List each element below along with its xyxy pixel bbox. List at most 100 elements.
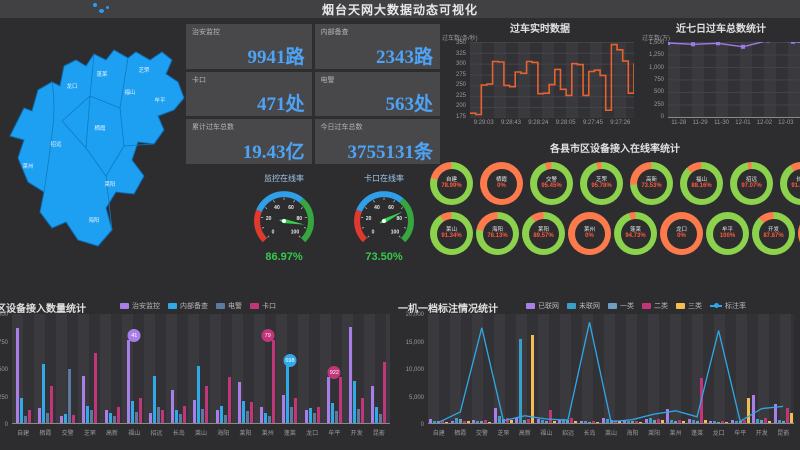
x-tick: 牟平 [734, 431, 747, 437]
x-tick: 龙口 [306, 431, 319, 437]
bar-卡口 [138, 397, 142, 423]
y-tick: 1,250 [648, 52, 664, 59]
bar-一类 [587, 421, 591, 423]
x-tick: 芝罘 [83, 431, 96, 437]
stat-card: 今日过车总数 3755131条 [314, 119, 440, 164]
donut-hole: 自建 78.99% [436, 168, 467, 199]
bar-三类 [595, 421, 599, 423]
bar-三类 [682, 421, 686, 423]
legend-swatch [168, 303, 177, 309]
x-tick: 招远 [150, 431, 163, 437]
legend-line-swatch [710, 303, 722, 308]
donut-region-label: 开发 [767, 227, 779, 234]
online-rate-row-1: 自建 78.99% 栖霞 0% 交警 95.45% 芝罘 95.78% 高新 73.53% 福山 88… [430, 162, 800, 205]
archive-x-ticks: 自建 栖霞 交警 芝罘 高新 福山 招远 长岛 莱山 海阳 莱阳 莱州 蓬莱 龙口 牟平 开发 昆嵛 [428, 428, 794, 437]
donut-龙口: 龙口 0% [660, 212, 703, 255]
bar-未联网 [691, 420, 695, 423]
realtime-chart-title: 过车实时数据 [510, 24, 570, 35]
weekly-y-axis-label: 过车数(万) [642, 36, 670, 42]
legend-item-三类: 三类 [676, 301, 702, 311]
y-tick: 1,500 [648, 40, 664, 46]
donut-percent-value: 88.16% [691, 183, 712, 190]
bar-治安监控 [126, 340, 130, 423]
weekly-x-ticks: 11-28 11-29 11-30 12-01 12-02 12-0312-04 [668, 120, 800, 126]
stat-value: 563处 [385, 94, 433, 116]
x-tick: 昆嵛 [777, 431, 790, 437]
bar-治安监控 [371, 385, 375, 423]
svg-text:100: 100 [291, 230, 300, 236]
bar-二类 [462, 420, 466, 423]
legend-swatch [608, 303, 617, 309]
bar-已联网 [687, 418, 691, 423]
bar-已联网 [730, 419, 734, 423]
bar-已联网 [558, 419, 562, 423]
donut-percent-value: 0% [497, 183, 506, 190]
x-tick: 自建 [17, 431, 30, 437]
x-tick: 芝罘 [497, 431, 510, 437]
bar-二类 [656, 418, 660, 423]
x-tick: 交警 [61, 431, 74, 437]
bar-内部备查 [308, 407, 312, 423]
x-tick: 栖霞 [39, 431, 52, 437]
bar-卡口 [249, 402, 253, 423]
bar-group-自建 [12, 314, 34, 423]
archive-y-ticks: 20,000 15,000 10,000 5,000 0 [398, 312, 424, 428]
bar-治安监控 [237, 381, 241, 423]
bar-group-长岛 [579, 314, 601, 423]
svg-text:0: 0 [372, 230, 375, 236]
bar-已联网 [450, 421, 454, 423]
gauge-bayonet: 卡口在线率 0 20 40 60 80 100 73.50% [338, 173, 430, 283]
bar-三类 [466, 421, 470, 423]
bar-治安监控 [82, 376, 86, 423]
x-tick: 莱阳 [648, 431, 661, 437]
bar-二类 [764, 418, 768, 423]
bar-已联网 [515, 418, 519, 423]
bar-二类 [441, 420, 445, 423]
bar-三类 [574, 420, 578, 423]
bar-group-莱州 [665, 314, 687, 423]
gauge-value: 73.50% [365, 251, 403, 263]
bar-三类 [725, 421, 729, 423]
donut-percent-value: 0% [585, 233, 594, 240]
donut-percent-value: 78.13% [487, 233, 508, 240]
x-tick: 9:28:05 [555, 120, 576, 126]
y-tick: 10,000 [405, 367, 424, 373]
bar-卡口 [361, 397, 365, 423]
bar-治安监控 [304, 409, 308, 423]
x-tick: 12-02 [756, 120, 773, 126]
svg-text:80: 80 [397, 216, 403, 222]
map-region-label: 蓬莱 [96, 70, 108, 78]
bar-已联网 [493, 407, 497, 423]
page-title: 烟台天网大数据动态可视化 [321, 2, 478, 17]
x-tick: 9:29:03 [473, 120, 494, 126]
realtime-line-svg [470, 43, 634, 116]
bar-group-龙口 [301, 314, 323, 423]
bar-已联网 [644, 419, 648, 423]
bar-一类 [480, 421, 484, 423]
bar-group-莱山 [190, 314, 212, 423]
island-dot [106, 6, 109, 9]
map-region-label: 牟平 [154, 96, 166, 104]
bar-电警 [179, 414, 183, 423]
bar-治安监控 [104, 409, 108, 423]
y-tick: 350 [455, 40, 466, 46]
stat-card: 治安监控 9941路 [186, 24, 312, 69]
legend-item-内部备查: 内部备查 [168, 301, 208, 311]
bar-内部备查 [153, 376, 157, 423]
y-tick: 5,000 [408, 394, 424, 401]
bar-二类 [505, 418, 509, 423]
bar-治安监控 [193, 400, 197, 423]
stat-label: 累计过车总数 [192, 124, 234, 132]
online-rate-title: 各县市区设备接入在线率统计 [550, 144, 680, 155]
bar-group-高新 [514, 314, 536, 423]
bar-电警 [357, 408, 361, 423]
bar-内部备查 [353, 380, 357, 423]
district-border [105, 107, 125, 231]
bar-三类 [703, 419, 707, 423]
gauges: 监控在线率 0 20 40 60 80 100 86.97% 卡口在线率 0 20 40 60 80 100… [238, 173, 434, 283]
stat-label: 电警 [320, 76, 335, 84]
bar-group-蓬莱 [279, 314, 301, 423]
bar-group-开发 [346, 314, 368, 423]
